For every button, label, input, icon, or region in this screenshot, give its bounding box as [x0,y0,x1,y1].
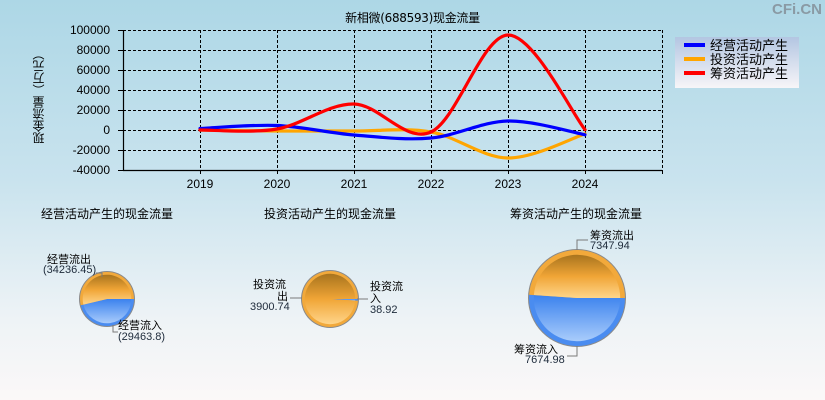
pie-label-operating-outflow: 经营流出 [47,253,91,266]
legend-label: 经营活动产生 [710,39,789,54]
legend-item-financing: 筹资活动产生 [684,68,788,82]
pie-value-investing-inflow: 38.92 [370,304,398,316]
pie-leader-line [576,239,588,250]
pie-slice [304,273,356,325]
x-tick: 2022 [417,177,445,191]
pie-title-financing: 筹资活动产生的现金流量 [509,207,642,221]
series-line [198,33,587,136]
pie-value-operating-inflow: (29463.8) [118,331,166,343]
pie-slice [533,254,621,298]
y-tick: 60000 [76,63,110,77]
watermark-logo: CFi.CN [772,1,822,18]
x-tick: 2021 [340,177,368,191]
y-tick: -40000 [72,163,110,177]
x-tick: 2020 [263,177,291,191]
series-line [198,128,587,160]
y-tick: 0 [103,123,110,137]
pie-value-financing-inflow: 7674.98 [525,354,565,366]
y-tick: 20000 [76,103,110,117]
legend-item-investing: 投资活动产生 [684,54,788,68]
legend-label: 筹资活动产生 [710,67,789,82]
pie-label-investing-outflow: 投资流 [253,278,286,291]
pie-value-financing-outflow: 7347.94 [590,240,630,252]
legend-swatch-red [684,70,705,75]
pie-label-investing-outflow-2: 出 [277,290,288,303]
legend-label: 投资活动产生 [710,53,789,68]
x-tick: 2019 [186,177,214,191]
series-line [198,119,587,141]
y-tick: 40000 [76,83,110,97]
pie-label-financing-inflow: 筹资流入 [514,343,558,356]
pie-leader-line [112,325,118,333]
legend: 经营活动产生 投资活动产生 筹资活动产生 [675,37,799,88]
legend-swatch-orange [684,56,705,61]
pie-label-financing-outflow: 筹资流出 [590,229,634,242]
pie-title-operating: 经营活动产生的现金流量 [40,207,173,221]
line-chart-title: 新相微(688593)现金流量 [345,11,480,25]
pie-label-investing-inflow: 投资流 [370,280,403,293]
pie-label-operating-inflow: 经营流入 [118,319,162,332]
pie-slice [533,295,621,342]
pie-value-investing-outflow: 3900.74 [250,301,290,313]
grid-lines [123,30,663,170]
pie-leader-line [96,272,103,277]
pie-slice [330,299,356,301]
x-tick: 2024 [571,177,599,191]
legend-item-operating: 经营活动产生 [684,40,788,54]
y-tick: -20000 [72,143,110,157]
pie-label-investing-inflow-2: 入 [370,292,381,305]
y-tick: 100000 [69,23,110,37]
pie-title-investing: 投资活动产生的现金流量 [263,207,396,221]
pie-leader-line [567,346,578,357]
series-lines [198,33,587,160]
y-tick: 80000 [76,43,110,57]
pie-slice [83,299,132,324]
pie-value-operating-outflow: (34236.45) [43,264,97,276]
pie-slice [82,274,132,305]
legend-swatch-blue [684,42,705,47]
x-tick: 2023 [494,177,522,191]
pie-charts [79,239,626,357]
axes [118,30,663,174]
